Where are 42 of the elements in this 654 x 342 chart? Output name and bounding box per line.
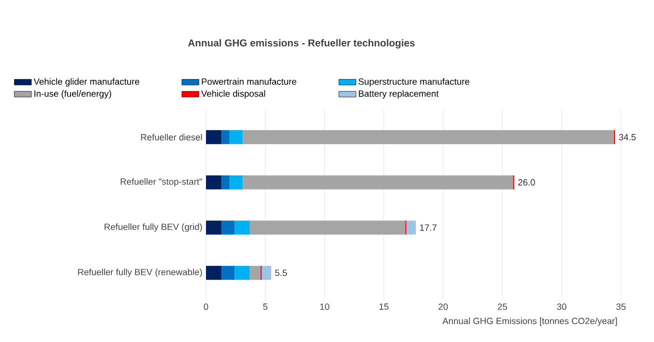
x-tick-label: 25 [498, 304, 508, 310]
y-tick-label: Refueller fully BEV (renewable) [78, 268, 202, 278]
x-tick-label: 10 [320, 304, 330, 310]
bar [242, 130, 614, 144]
y-tick-label: Refueller diesel [141, 134, 202, 140]
legend-label: In-use (fuel/energy) [34, 90, 112, 99]
bar [221, 130, 230, 144]
y-tick-label: Refueller "stop-start" [120, 178, 202, 187]
bar [234, 220, 250, 235]
bar [230, 130, 243, 144]
bar [406, 220, 416, 235]
x-axis-title: Annual GHG Emissions [tonnes CO2e/year] [442, 318, 617, 326]
x-tick-label: 0 [204, 304, 208, 310]
bar [206, 220, 222, 235]
bar [206, 266, 222, 280]
bar [221, 175, 230, 190]
legend-label: Superstructure manufacture [358, 78, 470, 87]
x-tick-label: 5 [263, 304, 268, 310]
bar [250, 266, 261, 280]
bar [221, 266, 234, 280]
total-label: 17.7 [420, 224, 436, 231]
x-tick-label: 35 [616, 304, 626, 310]
total-label: 34.5 [618, 134, 636, 140]
legend-label: Vehicle glider manufacture [34, 78, 140, 87]
bar [206, 175, 222, 190]
legend-label: Vehicle disposal [201, 90, 266, 99]
x-tick-label: 30 [557, 304, 566, 310]
total-label: 5.5 [275, 270, 287, 276]
x-tick-label: 15 [380, 304, 388, 310]
legend-label: Battery replacement [358, 90, 439, 99]
legend-label: Powertrain manufacture [202, 78, 296, 85]
chart-title: Annual GHG emissions - Refueller technologies [188, 39, 415, 48]
x-tick-label: 20 [438, 304, 448, 310]
bar [262, 266, 272, 280]
bar [234, 266, 250, 280]
bar [206, 130, 222, 144]
bar [250, 220, 406, 235]
bar [242, 175, 514, 190]
bar [230, 175, 243, 190]
total-label: 26.0 [518, 179, 535, 186]
y-tick-label: Refueller fully BEV (grid) [104, 223, 202, 232]
bar [221, 220, 234, 235]
